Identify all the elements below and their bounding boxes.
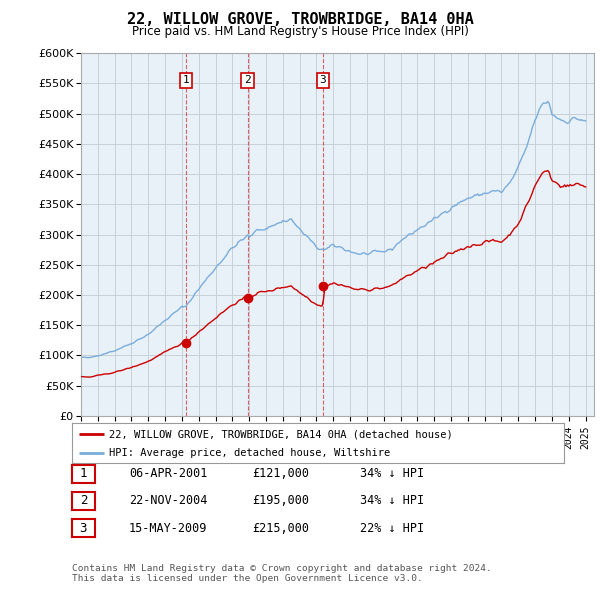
Text: 2: 2 [80, 494, 87, 507]
Text: 22-NOV-2004: 22-NOV-2004 [129, 494, 208, 507]
Text: 34% ↓ HPI: 34% ↓ HPI [360, 467, 424, 480]
Text: HPI: Average price, detached house, Wiltshire: HPI: Average price, detached house, Wilt… [109, 448, 390, 458]
Text: £195,000: £195,000 [252, 494, 309, 507]
Text: £121,000: £121,000 [252, 467, 309, 480]
Text: Contains HM Land Registry data © Crown copyright and database right 2024.
This d: Contains HM Land Registry data © Crown c… [72, 563, 492, 583]
Text: 06-APR-2001: 06-APR-2001 [129, 467, 208, 480]
Text: 15-MAY-2009: 15-MAY-2009 [129, 522, 208, 535]
Text: 2: 2 [244, 76, 251, 86]
Text: 34% ↓ HPI: 34% ↓ HPI [360, 494, 424, 507]
Text: 1: 1 [80, 467, 87, 480]
Text: 22, WILLOW GROVE, TROWBRIDGE, BA14 0HA (detached house): 22, WILLOW GROVE, TROWBRIDGE, BA14 0HA (… [109, 430, 452, 440]
Text: £215,000: £215,000 [252, 522, 309, 535]
Text: 3: 3 [80, 522, 87, 535]
Text: Price paid vs. HM Land Registry's House Price Index (HPI): Price paid vs. HM Land Registry's House … [131, 25, 469, 38]
Text: 22, WILLOW GROVE, TROWBRIDGE, BA14 0HA: 22, WILLOW GROVE, TROWBRIDGE, BA14 0HA [127, 12, 473, 27]
Text: 22% ↓ HPI: 22% ↓ HPI [360, 522, 424, 535]
Text: 1: 1 [183, 76, 190, 86]
Text: 3: 3 [319, 76, 326, 86]
